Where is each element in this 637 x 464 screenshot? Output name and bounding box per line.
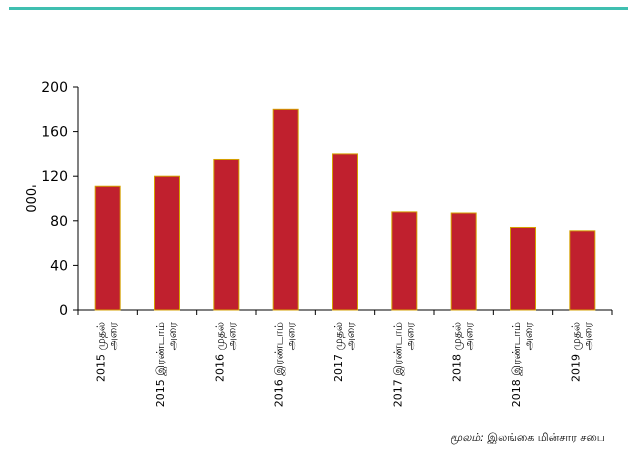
x-tick-label: 2017 இரண்டாம்அரை: [391, 322, 416, 408]
y-tick-label: 40: [50, 258, 68, 274]
bar: [569, 230, 596, 311]
x-tick-label: 2018 முதல்அரை: [451, 322, 476, 382]
bar: [391, 211, 418, 311]
y-tick-label: 80: [50, 214, 68, 230]
top-accent-rule: [9, 7, 628, 10]
y-tick-label: 120: [41, 169, 68, 185]
x-tick-label: 2016 இரண்டாம்அரை: [273, 322, 298, 408]
source-text: இலங்கை மின்சார சபை: [487, 431, 605, 444]
bar: [213, 158, 240, 311]
x-tick-label: 2018 இரண்டாம்அரை: [510, 322, 535, 408]
bar: [450, 212, 477, 311]
x-tick-label: 2016 முதல்அரை: [213, 322, 238, 382]
source-label: மூலம்:: [450, 431, 484, 444]
bar: [94, 185, 121, 311]
source-note: மூலம்: இலங்கை மின்சார சபை: [450, 431, 605, 446]
y-axis-label: '000: [22, 184, 37, 212]
x-tick-label: 2019 முதல்அரை: [569, 322, 594, 382]
x-tick-label: 2015 இரண்டாம்அரை: [154, 322, 179, 408]
y-tick-label: 0: [59, 303, 68, 319]
y-tick-label: 200: [41, 80, 68, 96]
x-tick-label: 2015 முதல்அரை: [95, 322, 120, 382]
bar: [332, 153, 358, 311]
y-tick-label: 160: [41, 125, 68, 141]
x-tick-label: 2017 முதல்அரை: [332, 322, 357, 382]
bar: [154, 175, 180, 311]
bar: [510, 226, 536, 311]
bar: [272, 108, 299, 311]
